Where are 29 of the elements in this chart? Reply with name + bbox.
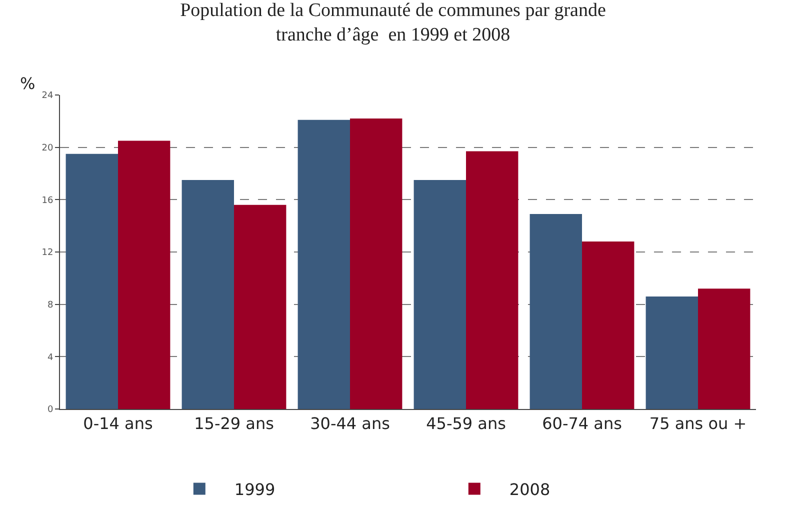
x-tick-label: 75 ans ou +: [649, 414, 747, 434]
bar: [582, 242, 634, 409]
x-tick-label: 0-14 ans: [83, 414, 153, 434]
y-tick-label: 12: [42, 248, 54, 258]
bar: [698, 288, 750, 409]
y-axis-title: %: [20, 74, 36, 93]
x-tick-label: 15-29 ans: [194, 414, 274, 434]
bar: [530, 214, 582, 409]
legend-label: 1999: [234, 480, 276, 499]
bar: [466, 151, 518, 409]
chart-title: Population de la Communauté de communes par grande tranche d’âge en 1999 et 2008: [180, 0, 606, 46]
x-tick-label: 45-59 ans: [426, 414, 506, 434]
bar: [182, 180, 234, 409]
bar: [298, 120, 350, 409]
bar: [646, 296, 698, 409]
bar: [414, 180, 466, 409]
x-tick-label: 30-44 ans: [310, 414, 390, 434]
y-tick-label: 4: [47, 352, 54, 363]
bar: [118, 140, 170, 409]
bar: [234, 204, 286, 409]
bar: [66, 154, 118, 409]
y-tick-label: 8: [47, 300, 54, 310]
y-tick-label: 20: [42, 143, 54, 154]
y-tick-label: 0: [47, 405, 54, 416]
y-tick-label: 16: [42, 196, 54, 206]
y-tick-label: 24: [42, 91, 54, 102]
legend-label: 2008: [509, 480, 550, 499]
x-tick-label: 60-74 ans: [542, 414, 622, 434]
bar: [350, 118, 402, 409]
